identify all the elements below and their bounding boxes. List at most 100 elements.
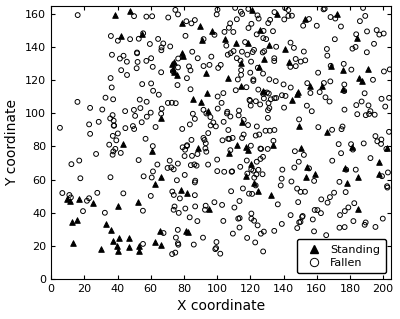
Point	[265, 20, 272, 26]
Point	[251, 218, 257, 223]
Point	[301, 49, 307, 54]
Point	[341, 107, 348, 112]
Point	[384, 185, 391, 190]
Point	[143, 14, 150, 19]
Point	[327, 195, 333, 200]
Point	[285, 7, 292, 12]
Point	[324, 53, 330, 58]
Point	[185, 230, 191, 235]
Point	[200, 37, 207, 42]
Point	[190, 111, 196, 116]
Point	[295, 90, 301, 95]
Point	[338, 151, 344, 156]
Point	[184, 144, 190, 149]
Point	[285, 13, 292, 19]
Point	[175, 241, 181, 246]
Point	[77, 176, 84, 181]
Point	[260, 56, 267, 62]
Point	[174, 178, 180, 183]
Point	[148, 81, 154, 86]
Point	[242, 40, 248, 45]
Point	[280, 82, 287, 87]
Point	[250, 168, 256, 173]
Point	[359, 79, 365, 84]
Point	[158, 242, 164, 247]
Point	[326, 99, 333, 104]
Point	[223, 43, 230, 48]
Point	[166, 158, 173, 163]
Point	[251, 175, 258, 180]
Point	[353, 102, 360, 108]
Point	[221, 29, 228, 34]
Point	[194, 219, 200, 224]
Point	[342, 209, 348, 214]
Point	[260, 50, 266, 55]
Point	[214, 7, 221, 12]
Point	[219, 202, 225, 207]
Point	[170, 207, 177, 212]
Point	[187, 68, 194, 73]
Point	[238, 83, 244, 88]
Point	[144, 114, 150, 119]
Point	[107, 76, 114, 81]
Point	[122, 108, 128, 114]
Point	[245, 6, 252, 11]
Point	[172, 100, 179, 106]
Point	[118, 34, 124, 39]
Point	[248, 167, 254, 172]
Point	[248, 211, 254, 216]
Point	[354, 112, 360, 117]
Point	[224, 52, 231, 57]
Point	[220, 219, 226, 224]
Point	[134, 50, 140, 55]
Point	[183, 19, 190, 24]
Point	[350, 219, 356, 224]
Point	[115, 131, 121, 136]
Point	[299, 214, 305, 219]
Point	[296, 159, 302, 164]
Point	[247, 98, 253, 103]
Point	[375, 171, 382, 176]
Point	[234, 17, 240, 22]
Point	[254, 124, 260, 129]
Point	[209, 28, 216, 33]
Point	[195, 146, 202, 151]
Point	[99, 107, 106, 112]
Point	[140, 208, 146, 213]
Point	[245, 147, 251, 152]
Point	[362, 113, 369, 118]
Point	[194, 56, 201, 61]
Point	[144, 99, 150, 104]
Point	[340, 68, 346, 73]
Point	[260, 88, 266, 93]
Point	[271, 96, 278, 101]
Point	[366, 111, 372, 116]
Point	[225, 76, 232, 81]
Point	[76, 197, 82, 202]
Point	[314, 208, 321, 213]
Point	[135, 199, 142, 204]
Point	[336, 142, 342, 147]
Point	[292, 149, 298, 154]
Point	[265, 115, 271, 120]
Point	[116, 236, 122, 241]
Point	[229, 169, 235, 174]
Point	[329, 127, 335, 132]
Point	[378, 137, 384, 142]
Point	[202, 203, 209, 208]
Point	[194, 152, 201, 157]
Point	[332, 37, 338, 42]
Point	[257, 102, 263, 107]
Point	[250, 77, 256, 82]
Point	[353, 32, 360, 37]
Point	[336, 179, 343, 184]
Point	[111, 123, 117, 128]
Point	[248, 161, 254, 166]
Point	[261, 229, 267, 234]
Point	[296, 220, 302, 225]
Point	[175, 56, 181, 61]
Point	[244, 158, 250, 163]
Point	[167, 44, 174, 49]
Point	[202, 141, 209, 146]
Point	[264, 90, 270, 95]
